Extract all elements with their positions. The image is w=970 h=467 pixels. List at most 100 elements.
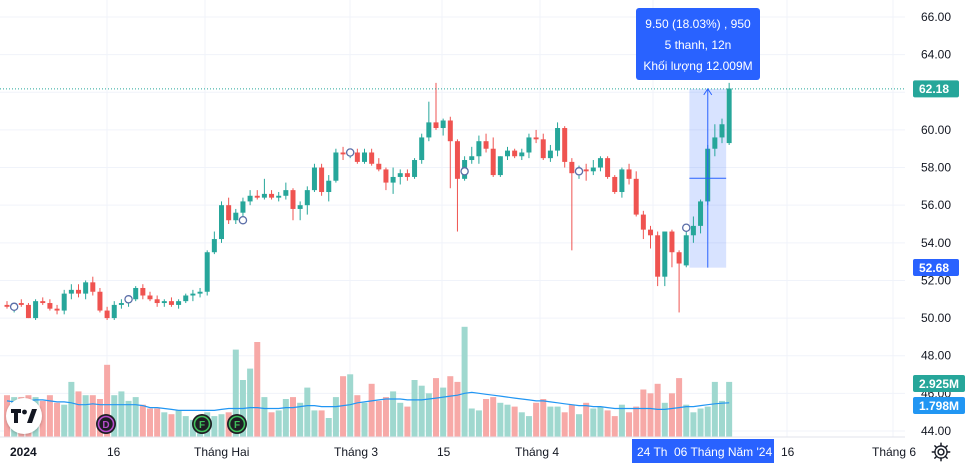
candle-up xyxy=(619,169,625,193)
volume-bar xyxy=(318,410,325,437)
price-tick-label: 48.00 xyxy=(921,349,951,363)
volume-bar xyxy=(461,326,468,437)
candle-up xyxy=(204,252,210,292)
volume-bar xyxy=(704,406,711,437)
volume-bar xyxy=(304,387,311,437)
volume-bar xyxy=(118,391,125,437)
x-label-thang-hai: Tháng Hai xyxy=(194,445,249,459)
time-axis[interactable]: 2024 16 Tháng Hai Tháng 3 15 Tháng 4 24 … xyxy=(0,436,916,463)
candle-down xyxy=(40,301,46,304)
volume-bar xyxy=(332,397,339,437)
candle-down xyxy=(226,205,232,221)
candle-down xyxy=(147,295,153,300)
volume-bar xyxy=(504,404,511,437)
tradingview-logo[interactable] xyxy=(6,398,42,434)
range-low-badge: 52.68 xyxy=(913,259,959,276)
svg-text:62.18: 62.18 xyxy=(919,82,949,96)
candle-down xyxy=(626,169,632,179)
volume-bar xyxy=(218,414,225,437)
candle-up xyxy=(590,167,596,172)
volume-bar xyxy=(39,400,46,437)
volume-bar xyxy=(618,404,625,437)
candle-down xyxy=(583,169,589,172)
svg-text:9.50 (18.03%) , 950: 9.50 (18.03%) , 950 xyxy=(645,17,751,31)
volume-bar xyxy=(411,380,418,437)
candle-up xyxy=(662,231,668,277)
volume-bar xyxy=(111,395,118,437)
candle-up xyxy=(311,167,317,191)
volume-bar xyxy=(261,397,268,437)
candle-up xyxy=(61,293,67,311)
candle-down xyxy=(533,137,539,140)
candle-up xyxy=(419,137,425,161)
candle-down xyxy=(540,139,546,159)
candle-up xyxy=(526,137,532,153)
split-event-circle xyxy=(682,223,691,233)
price-tick-label: 52.00 xyxy=(921,273,951,287)
volume-bar xyxy=(554,406,561,437)
candle-up xyxy=(412,160,418,177)
volume-bar xyxy=(340,376,347,437)
volume-bar xyxy=(518,412,525,437)
volume-bar xyxy=(497,402,504,437)
candle-down xyxy=(648,229,653,236)
split-event-circle xyxy=(9,302,19,312)
event-markers[interactable]: D F F xyxy=(96,414,247,434)
price-tick-label: 50.00 xyxy=(921,311,951,325)
volume-bar xyxy=(132,397,139,437)
candle-up xyxy=(304,190,310,206)
financial-report-marker[interactable]: F xyxy=(192,414,212,434)
candle-up xyxy=(326,180,332,193)
candle-up xyxy=(183,295,189,302)
volume-bar xyxy=(139,404,146,437)
candle-down xyxy=(47,303,53,309)
candle-up xyxy=(719,124,725,138)
volume-bar xyxy=(297,402,304,437)
candle-down xyxy=(612,176,618,193)
svg-text:F: F xyxy=(234,420,240,431)
volume-bar xyxy=(54,402,61,437)
candle-up xyxy=(698,201,704,226)
gear-icon[interactable] xyxy=(930,441,952,463)
svg-text:F: F xyxy=(199,420,205,431)
candle-down xyxy=(354,152,360,162)
price-axis[interactable]: 66.0064.0062.0060.0058.0056.0054.0052.00… xyxy=(921,10,951,438)
volume-bar xyxy=(268,412,275,437)
candle-up xyxy=(505,150,510,157)
volume-bar xyxy=(311,410,318,437)
measure-arrow-head xyxy=(703,87,713,96)
volume-bar xyxy=(633,406,640,437)
candle-down xyxy=(269,193,275,198)
grid-lines xyxy=(0,0,905,437)
volume-bar xyxy=(382,397,389,437)
candle-up xyxy=(197,291,203,294)
volume-bar xyxy=(75,391,82,437)
volume-bar xyxy=(404,406,411,437)
candle-down xyxy=(433,122,439,129)
candle-up xyxy=(547,150,553,159)
dividend-marker[interactable]: D xyxy=(96,414,116,434)
volume-bar xyxy=(189,419,196,437)
candle-down xyxy=(633,178,639,215)
candle-up xyxy=(247,195,253,202)
volume-bar xyxy=(440,387,447,437)
volume-bar xyxy=(147,408,153,437)
volume-bar xyxy=(561,412,568,437)
price-tick-label: 44.00 xyxy=(921,424,951,438)
x-label-16: 16 xyxy=(107,445,121,459)
volume-bar xyxy=(711,381,718,437)
financial-report-marker[interactable]: F xyxy=(227,414,247,434)
measure-tooltip: 9.50 (18.03%) , 950 5 thanh, 12n Khối lư… xyxy=(636,8,760,80)
volume-bar xyxy=(697,408,704,437)
candle-down xyxy=(369,152,375,164)
volume-bar xyxy=(533,402,540,437)
volume-bar xyxy=(161,412,168,437)
volume-bar xyxy=(454,381,461,437)
volume-bar xyxy=(583,402,590,437)
candle-down xyxy=(404,173,410,177)
x-label-range-end: 06 Tháng Năm '24 xyxy=(674,445,772,459)
candle-up xyxy=(683,235,689,266)
volume-bar xyxy=(361,402,368,437)
volume-bar xyxy=(640,389,647,437)
